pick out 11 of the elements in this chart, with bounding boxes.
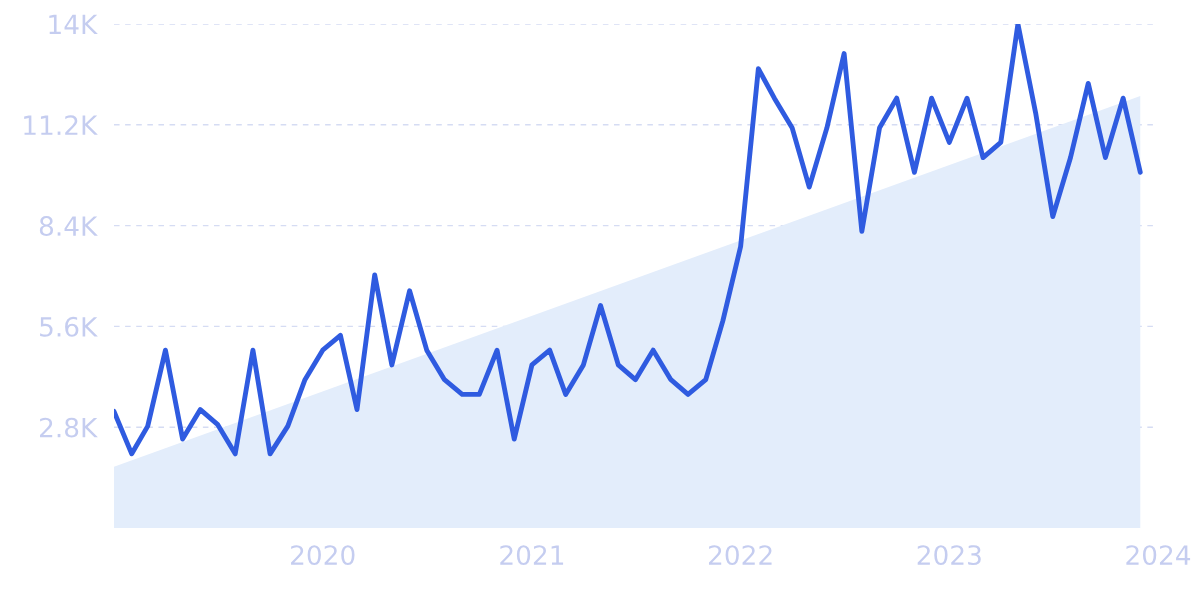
y-tick-label: 11.2K bbox=[24, 115, 98, 135]
y-tick-label: 2.8K bbox=[40, 417, 98, 438]
x-tick-label: 2021 bbox=[500, 545, 564, 566]
y-tick-label: 8.4K bbox=[39, 216, 98, 236]
y-tick-label: 5.6K bbox=[40, 316, 98, 337]
x-tick-label: 2022 bbox=[708, 545, 772, 566]
x-tick-label: 2020 bbox=[291, 545, 355, 566]
x-tick-label: 2023 bbox=[917, 545, 981, 566]
x-tick-label: 2024 bbox=[1126, 545, 1191, 566]
line-series bbox=[114, 24, 1143, 457]
y-tick-label: 14K bbox=[49, 14, 98, 35]
